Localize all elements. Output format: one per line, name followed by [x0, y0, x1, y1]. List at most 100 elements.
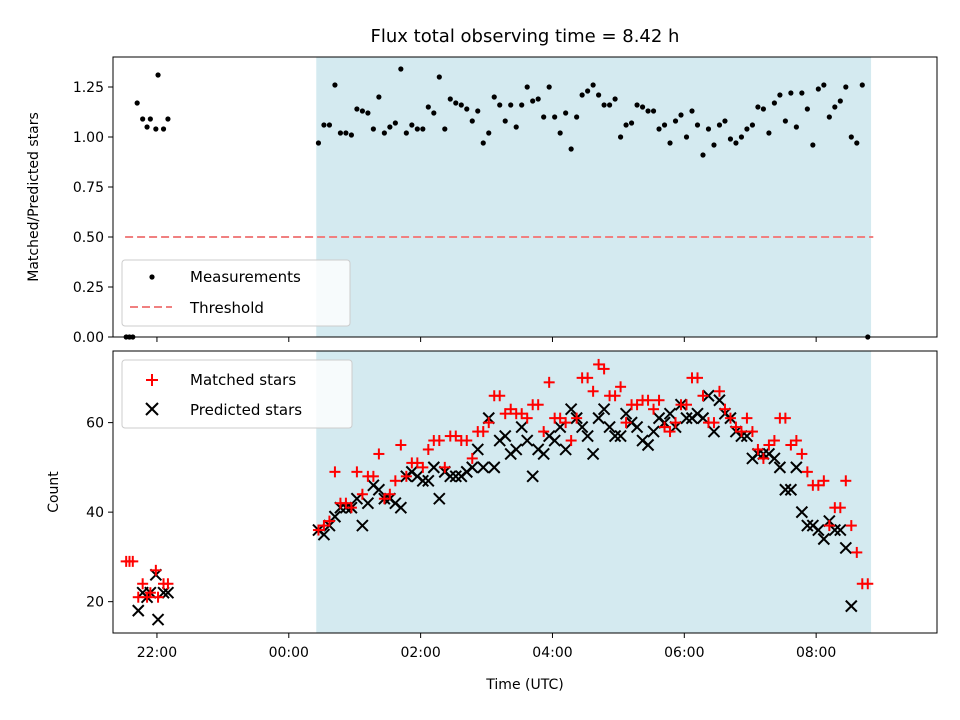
measurement-point	[147, 116, 153, 122]
measurement-point	[661, 122, 668, 128]
measurement-point	[155, 72, 161, 78]
predicted-star-point	[575, 420, 589, 434]
predicted-star-point	[499, 429, 512, 443]
measurement-point	[596, 92, 602, 98]
matched-star-point	[796, 448, 808, 460]
matched-star-point	[818, 475, 830, 487]
measurement-point	[793, 124, 799, 130]
measurement-point	[144, 124, 150, 130]
measurement-point	[859, 82, 865, 88]
y-tick-label: 20	[86, 595, 104, 611]
matched-star-point	[532, 399, 544, 411]
measurement-point	[160, 126, 167, 132]
measurement-point	[552, 114, 558, 120]
predicted-star-point	[510, 443, 523, 456]
measurement-point	[403, 130, 409, 136]
bottom-panel: 20 40 60 22:00 00:00 02:00 04:00 06:00 08:00 Co…	[46, 350, 938, 693]
bottom-y-ticks: 20 40 60	[86, 416, 113, 611]
predicted-star-point	[433, 492, 446, 505]
measurement-point	[722, 118, 728, 124]
matched-star-point	[724, 412, 736, 424]
measurement-point	[606, 102, 613, 108]
measurement-point	[766, 130, 772, 136]
measurement-point	[810, 142, 816, 148]
matched-star-point	[653, 394, 665, 406]
legend-matched-marker	[146, 374, 158, 386]
legend-predicted-marker	[145, 402, 159, 416]
predicted-star-point	[647, 425, 660, 438]
top-legend-box	[121, 259, 351, 327]
matched-star-point	[422, 443, 434, 455]
predicted-star-point	[663, 407, 677, 420]
top-panel: 0.00 0.25 0.50 0.75 1.00 1.25 Flux total obse…	[26, 26, 938, 346]
matched-star-point	[587, 385, 599, 397]
measurement-point	[804, 106, 810, 112]
measurement-point	[678, 112, 684, 118]
measurement-point	[513, 124, 519, 130]
measurement-point	[634, 102, 640, 108]
measurement-point	[568, 146, 574, 152]
matched-star-point	[351, 466, 363, 478]
matched-star-point	[323, 515, 335, 527]
matched-star-point	[598, 363, 610, 375]
predicted-star-point	[817, 532, 831, 546]
predicted-star-point	[449, 470, 462, 483]
matched-star-point	[757, 452, 769, 464]
predicted-star-point	[713, 394, 726, 407]
matched-star-point	[790, 435, 802, 447]
matched-star-point	[152, 591, 164, 603]
top-observing-window	[316, 57, 872, 337]
matched-star-point	[719, 403, 731, 415]
bottom-observing-window	[316, 351, 872, 633]
legend-measurements-marker	[149, 274, 155, 280]
x-tick-label: 00:00	[269, 645, 309, 661]
measurement-point	[140, 116, 146, 122]
measurement-point	[667, 140, 673, 146]
predicted-star-point	[416, 474, 430, 488]
predicted-star-point	[537, 447, 550, 461]
measurement-point	[771, 100, 777, 106]
predicted-star-point	[845, 599, 858, 613]
measurement-point	[497, 102, 503, 108]
measurement-point	[453, 100, 459, 106]
measurement-point	[431, 110, 437, 116]
predicted-star-point	[801, 519, 814, 532]
measurement-point	[782, 118, 788, 124]
measurement-point	[486, 130, 492, 136]
measurement-point	[546, 84, 552, 90]
measurement-point	[447, 96, 453, 102]
measurement-point	[749, 122, 756, 128]
legend-threshold-label: Threshold	[189, 299, 264, 317]
matched-star-point	[356, 488, 368, 500]
x-axis-label: Time (UTC)	[485, 677, 563, 693]
matched-star-point	[400, 470, 412, 482]
predicted-star-point	[839, 541, 853, 555]
measurement-point	[436, 74, 442, 80]
predicted-star-point	[548, 434, 561, 447]
predicted-star-point	[422, 474, 435, 488]
predicted-star-point	[768, 452, 781, 465]
matched-stars-points	[120, 358, 874, 603]
measurement-point	[837, 98, 843, 104]
y-tick-label: 0.50	[73, 230, 104, 246]
matched-star-point	[862, 578, 874, 590]
measurement-point	[326, 122, 333, 128]
predicted-star-point	[151, 613, 165, 626]
measurement-point	[557, 130, 563, 136]
matched-star-point	[752, 443, 764, 455]
measurement-point	[777, 92, 783, 98]
predicted-star-point	[361, 496, 375, 510]
matched-star-point	[494, 390, 506, 402]
matched-star-point	[538, 426, 550, 438]
measurement-point	[458, 102, 464, 108]
predicted-star-point	[603, 420, 616, 434]
measurement-point	[755, 104, 761, 110]
measurement-point	[321, 122, 327, 128]
measurement-point	[738, 134, 745, 140]
matched-star-point	[840, 475, 852, 487]
matched-star-point	[367, 470, 379, 482]
matched-star-point	[779, 412, 791, 424]
measurement-point	[524, 84, 530, 90]
measurement-points	[123, 66, 871, 340]
